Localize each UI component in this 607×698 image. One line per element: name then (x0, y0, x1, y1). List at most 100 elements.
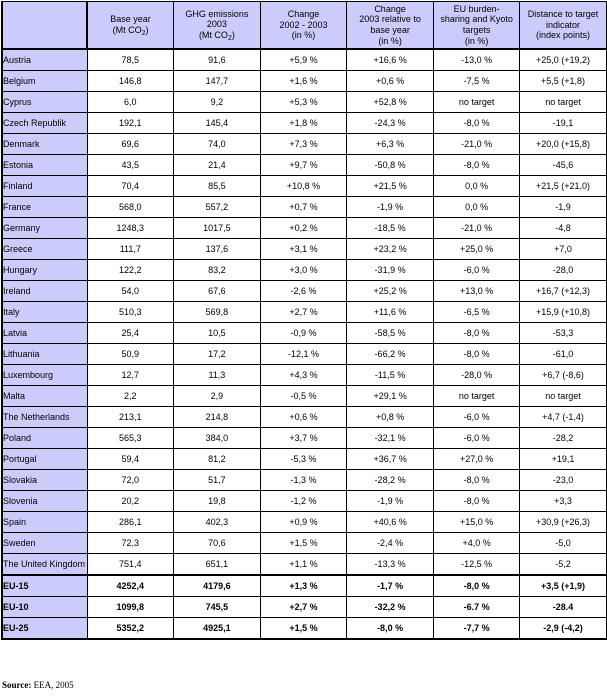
cell-country: Finland (1, 175, 88, 197)
cell-change-02-03: +0,9 % (259, 511, 348, 533)
cell-change-base: -32,1 % (346, 427, 434, 449)
header-line: GHG emissions (185, 8, 249, 19)
cell-change-base: -24,3 % (346, 112, 434, 134)
cell-change-02-03: +2,7 % (259, 301, 348, 323)
cell-country: Austria (1, 48, 88, 71)
cell-change-base: -1,7 % (346, 574, 434, 597)
cell-eu-targets: -6,0 % (432, 427, 521, 449)
header-cell-distance-indicator: Distance to target indicator (index poin… (519, 1, 607, 50)
cell-change-02-03: +7,3 % (259, 133, 348, 155)
header-line: (in %) (378, 35, 402, 46)
cell-distance: +21,5 (+21,0) (519, 175, 607, 197)
cell-base-year: 1099,8 (86, 596, 175, 618)
cell-eu-targets: +13,0 % (432, 280, 521, 302)
cell-change-base: +21,5 % (346, 175, 434, 197)
table-row: Hungary 122,2 83,2 +3,0 % -31,9 % -6,0 % -28,0 (1, 259, 607, 281)
cell-country: Hungary (1, 259, 88, 281)
cell-change-02-03: +4,3 % (259, 364, 348, 386)
cell-base-year: 111,7 (86, 238, 175, 260)
cell-eu-targets: -12,5 % (432, 553, 521, 576)
cell-ghg-2003: 145,4 (173, 112, 261, 134)
cell-base-year: 510,3 (86, 301, 175, 323)
cell-change-base: -1,9 % (346, 196, 434, 218)
table-row: Slovakia 72,0 51,7 -1,3 % -28,2 % -8,0 % -23,0 (1, 469, 607, 491)
cell-eu-targets: +4,0 % (432, 532, 521, 554)
header-line: indicator (546, 19, 581, 30)
cell-ghg-2003: 402,3 (173, 511, 261, 533)
cell-distance: +16,7 (+12,3) (519, 280, 607, 302)
cell-eu-targets: -8,0 % (432, 574, 521, 597)
cell-change-02-03: +1,1 % (259, 553, 348, 576)
cell-eu-targets: -21,0 % (432, 133, 521, 155)
cell-change-base: +40,6 % (346, 511, 434, 533)
header-cell-country (1, 1, 88, 50)
cell-change-base: -2,4 % (346, 532, 434, 554)
cell-distance: no target (519, 385, 607, 407)
cell-country: Latvia (1, 322, 88, 344)
cell-change-base: -8,0 % (346, 617, 434, 640)
cell-distance: +19,1 (519, 448, 607, 470)
cell-ghg-2003: 19,8 (173, 490, 261, 512)
cell-change-02-03: +9,7 % (259, 154, 348, 176)
cell-change-02-03: +3,7 % (259, 427, 348, 449)
header-cell-change-2002-2003: Change 2002 - 2003 (in %) (259, 1, 348, 50)
table-row: The United Kingdom 751,4 651,1 +1,1 % -13,3 … (1, 553, 607, 576)
header-cell-base-year: Base year (Mt CO2) (86, 1, 175, 50)
cell-base-year: 4252,4 (86, 574, 175, 597)
cell-distance: -28,0 (519, 259, 607, 281)
header-line: (index points) (536, 30, 591, 41)
cell-change-base: +16,6 % (346, 48, 434, 71)
cell-eu-targets: -8,0 % (432, 154, 521, 176)
header-line: 2003 relative to (359, 14, 421, 25)
cell-country: France (1, 196, 88, 218)
cell-distance: +25,0 (+19,2) (519, 48, 607, 71)
cell-base-year: 54,0 (86, 280, 175, 302)
cell-change-02-03: -5,3 % (259, 448, 348, 470)
cell-ghg-2003: 74,0 (173, 133, 261, 155)
cell-change-base: -13,3 % (346, 553, 434, 576)
cell-base-year: 20,2 (86, 490, 175, 512)
cell-country: Belgium (1, 70, 88, 92)
cell-country: Slovakia (1, 469, 88, 491)
cell-distance: -28.4 (519, 596, 607, 618)
cell-ghg-2003: 10,5 (173, 322, 261, 344)
cell-eu-targets: -28,0 % (432, 364, 521, 386)
table-row: Latvia 25,4 10,5 -0,9 % -58,5 % -8,0 % -53,3 (1, 322, 607, 344)
table-header-row: Base year (Mt CO2) GHG emissions 2003 (M… (1, 1, 607, 50)
cell-base-year: 286,1 (86, 511, 175, 533)
cell-eu-targets: +25,0 % (432, 238, 521, 260)
cell-change-base: +11,6 % (346, 301, 434, 323)
cell-base-year: 1248,3 (86, 217, 175, 239)
table-row: Sweden 72,3 70,6 +1,5 % -2,4 % +4,0 % -5,0 (1, 532, 607, 554)
cell-ghg-2003: 2,9 (173, 385, 261, 407)
cell-base-year: 59,4 (86, 448, 175, 470)
cell-distance: +15,9 (+10,8) (519, 301, 607, 323)
cell-country: Estonia (1, 154, 88, 176)
cell-change-base: +0,6 % (346, 70, 434, 92)
cell-base-year: 6,0 (86, 91, 175, 113)
cell-base-year: 5352,2 (86, 617, 175, 640)
header-line: (Mt CO2) (198, 29, 235, 42)
header-line: base year (370, 25, 410, 35)
cell-country: Germany (1, 217, 88, 239)
cell-base-year: 565,3 (86, 427, 175, 449)
header-cell-eu-targets: EU burden- sharing and Kyoto targets (in… (432, 1, 521, 50)
cell-country: Spain (1, 511, 88, 533)
cell-ghg-2003: 85,5 (173, 175, 261, 197)
cell-ghg-2003: 11,3 (173, 364, 261, 386)
table-row: Germany 1248,3 1017,5 +0,2 % -18,5 % -21,0 % -… (1, 217, 607, 239)
cell-country: The United Kingdom (1, 553, 88, 576)
header-line: sharing and Kyoto (440, 14, 513, 25)
cell-eu-targets: no target (432, 91, 521, 113)
cell-change-02-03: +1,6 % (259, 70, 348, 92)
cell-eu-targets: -8,0 % (432, 343, 521, 365)
cell-ghg-2003: 51,7 (173, 469, 261, 491)
cell-change-base: +0,8 % (346, 406, 434, 428)
header-line: targets (462, 25, 491, 35)
cell-change-02-03: -2,6 % (259, 280, 348, 302)
cell-eu-targets: 0,0 % (432, 175, 521, 197)
cell-distance: +30,9 (+26,3) (519, 511, 607, 533)
table-row: Czech Republik 192,1 145,4 +1,8 % -24,3 % -8,… (1, 112, 607, 134)
cell-eu-targets: +15,0 % (432, 511, 521, 533)
cell-distance: -61,0 (519, 343, 607, 365)
